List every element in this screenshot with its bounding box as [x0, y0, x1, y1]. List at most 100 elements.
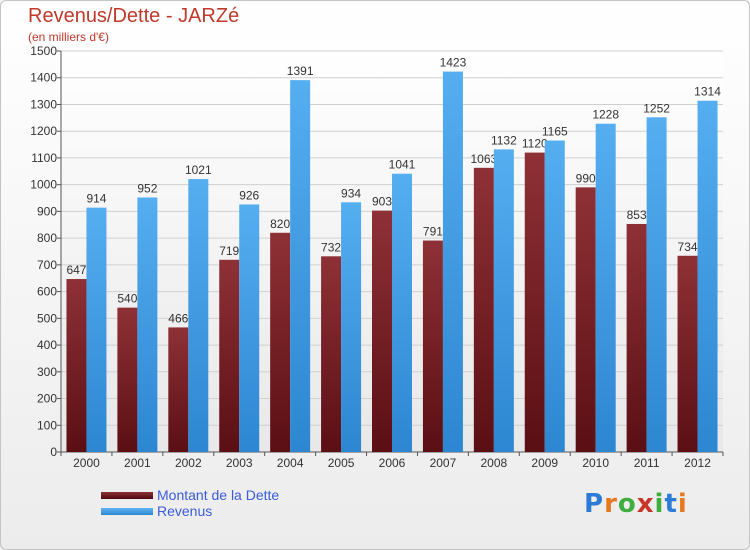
x-tick-label: 2001	[124, 456, 151, 470]
y-tick-label: 1300	[30, 97, 57, 111]
y-tick-label: 1500	[30, 44, 57, 58]
bar-dette	[626, 223, 647, 452]
bar-dette	[372, 210, 392, 452]
proxiti-logo: Proxiti	[584, 489, 688, 519]
bar-dette	[168, 327, 189, 452]
logo-letter: P	[584, 489, 605, 519]
bar-dette	[270, 232, 291, 452]
data-label-revenus: 1423	[440, 56, 467, 70]
x-tick-label: 2006	[379, 456, 406, 470]
y-tick-label: 900	[37, 204, 57, 218]
bar-revenus	[392, 173, 412, 452]
legend-swatch-dette	[101, 491, 153, 499]
data-label-dette: 732	[321, 240, 341, 254]
x-tick-label: 2004	[277, 456, 304, 470]
y-tick-label: 1000	[30, 178, 57, 192]
legend-item-revenus: Revenus	[101, 503, 279, 519]
data-label-revenus: 952	[137, 181, 157, 195]
data-label-dette: 647	[66, 263, 86, 277]
bar-revenus	[697, 100, 718, 452]
bar-dette	[524, 152, 545, 452]
x-tick-label: 2009	[531, 456, 558, 470]
legend-label-dette: Montant de la Dette	[157, 487, 280, 503]
bar-dette	[422, 240, 443, 452]
data-label-dette: 820	[270, 217, 290, 231]
data-label-dette: 540	[117, 292, 137, 306]
logo-letter: i	[654, 489, 665, 519]
logo-letter: x	[636, 489, 655, 519]
chart-title: Revenus/Dette - JARZé	[28, 5, 240, 27]
x-tick-label: 2010	[582, 456, 609, 470]
bar-revenus	[188, 179, 209, 452]
data-label-revenus: 1021	[185, 163, 212, 177]
legend-label-revenus: Revenus	[157, 503, 213, 519]
bar-dette	[117, 307, 138, 452]
bar-revenus	[86, 207, 107, 452]
y-tick-label: 1400	[30, 71, 57, 85]
data-label-revenus: 1041	[389, 158, 416, 172]
logo-letter: t	[664, 489, 678, 519]
legend: Montant de la Dette Revenus	[101, 487, 279, 519]
y-tick-label: 100	[37, 418, 57, 432]
bar-dette	[677, 255, 698, 452]
data-label-dette: 1063	[470, 152, 497, 166]
y-tick-label: 0	[50, 445, 57, 459]
bar-dette	[219, 259, 240, 452]
y-tick-label: 300	[37, 365, 57, 379]
y-tick-label: 200	[37, 392, 57, 406]
bar-revenus	[442, 71, 463, 453]
bar-revenus	[646, 117, 667, 452]
data-label-dette: 734	[678, 240, 698, 254]
x-tick-label: 2007	[430, 456, 457, 470]
x-tick-label: 2012	[684, 456, 711, 470]
y-tick-label: 800	[37, 231, 57, 245]
data-label-revenus: 1314	[694, 85, 721, 99]
x-tick-label: 2005	[328, 456, 355, 470]
data-label-revenus: 1228	[592, 108, 619, 122]
data-label-dette: 990	[576, 171, 596, 185]
bar-revenus	[239, 204, 260, 452]
y-tick-label: 700	[37, 258, 57, 272]
bar-revenus	[290, 80, 311, 452]
logo-letter: i	[677, 489, 688, 519]
legend-swatch-revenus	[101, 507, 153, 515]
data-label-dette: 853	[627, 208, 647, 222]
bar-revenus	[544, 140, 565, 452]
x-tick-label: 2002	[175, 456, 202, 470]
data-label-revenus: 914	[86, 192, 106, 206]
x-tick-label: 2008	[480, 456, 507, 470]
bar-dette	[575, 187, 596, 452]
data-label-dette: 719	[219, 244, 239, 258]
y-tick-label: 600	[37, 285, 57, 299]
logo-letter: o	[617, 489, 637, 519]
bar-revenus	[493, 149, 514, 452]
y-tick-label: 400	[37, 338, 57, 352]
data-label-dette: 466	[168, 311, 188, 325]
bar-revenus	[341, 202, 362, 452]
y-tick-label: 500	[37, 311, 57, 325]
x-tick-label: 2003	[226, 456, 253, 470]
legend-item-dette: Montant de la Dette	[101, 487, 279, 503]
logo-letter: r	[604, 489, 618, 519]
data-label-revenus: 1391	[287, 64, 314, 78]
x-tick-label: 2000	[73, 456, 100, 470]
bar-revenus	[595, 123, 616, 453]
x-tick-label: 2011	[634, 456, 660, 470]
data-label-revenus: 926	[239, 188, 259, 202]
bar-dette	[66, 279, 87, 452]
bar-dette	[321, 256, 342, 452]
data-label-revenus: 934	[341, 186, 361, 200]
y-tick-label: 1200	[30, 124, 57, 138]
chart-subtitle: (en milliers d'€)	[28, 30, 109, 44]
bar-revenus	[137, 197, 158, 452]
data-label-revenus: 1252	[643, 101, 670, 115]
data-label-dette: 1120	[522, 137, 548, 151]
data-label-revenus: 1132	[491, 133, 517, 147]
data-label-dette: 903	[372, 195, 392, 209]
bar-dette	[473, 167, 494, 453]
data-label-revenus: 1165	[542, 125, 568, 139]
y-tick-label: 1100	[31, 151, 57, 165]
data-label-dette: 791	[423, 225, 443, 239]
